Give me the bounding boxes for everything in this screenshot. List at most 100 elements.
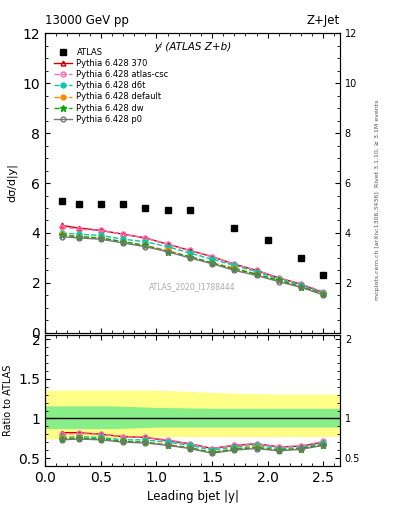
- Pythia 6.428 d6t: [254, 269, 259, 275]
- ATLAS: [321, 272, 326, 279]
- Pythia 6.428 p0: [76, 235, 81, 241]
- Pythia 6.428 dw: [210, 260, 215, 266]
- Pythia 6.428 dw: [76, 233, 81, 240]
- Pythia 6.428 p0: [99, 236, 103, 242]
- Pythia 6.428 370: [143, 235, 148, 241]
- Pythia 6.428 dw: [165, 249, 170, 255]
- X-axis label: Leading bjet |y|: Leading bjet |y|: [147, 490, 239, 503]
- Pythia 6.428 dw: [187, 253, 192, 260]
- Pythia 6.428 d6t: [276, 276, 281, 282]
- Pythia 6.428 atlas-csc: [76, 226, 81, 232]
- ATLAS: [121, 201, 125, 207]
- ATLAS: [232, 225, 237, 231]
- Pythia 6.428 p0: [143, 244, 148, 250]
- Pythia 6.428 dw: [143, 242, 148, 248]
- Text: yʲ (ATLAS Z+b): yʲ (ATLAS Z+b): [154, 42, 231, 52]
- Y-axis label: Ratio to ATLAS: Ratio to ATLAS: [3, 365, 13, 436]
- ATLAS: [59, 198, 64, 204]
- Pythia 6.428 default: [187, 253, 192, 260]
- Pythia 6.428 dw: [121, 239, 125, 245]
- Line: Pythia 6.428 atlas-csc: Pythia 6.428 atlas-csc: [59, 224, 326, 294]
- Pythia 6.428 dw: [276, 278, 281, 284]
- Pythia 6.428 p0: [299, 284, 303, 290]
- Pythia 6.428 370: [99, 227, 103, 233]
- Pythia 6.428 dw: [254, 271, 259, 277]
- Pythia 6.428 atlas-csc: [187, 247, 192, 253]
- Pythia 6.428 p0: [121, 240, 125, 246]
- Pythia 6.428 atlas-csc: [121, 231, 125, 237]
- Pythia 6.428 d6t: [210, 256, 215, 262]
- ATLAS: [143, 205, 148, 211]
- Pythia 6.428 default: [299, 284, 303, 290]
- Pythia 6.428 atlas-csc: [299, 281, 303, 287]
- Pythia 6.428 atlas-csc: [232, 261, 237, 267]
- Line: Pythia 6.428 default: Pythia 6.428 default: [59, 232, 326, 296]
- Pythia 6.428 370: [276, 275, 281, 281]
- Pythia 6.428 d6t: [165, 244, 170, 250]
- Pythia 6.428 370: [76, 225, 81, 231]
- Line: Pythia 6.428 p0: Pythia 6.428 p0: [59, 234, 326, 297]
- Y-axis label: dσ/d|y|: dσ/d|y|: [7, 164, 17, 202]
- Pythia 6.428 dw: [232, 266, 237, 272]
- Pythia 6.428 370: [121, 231, 125, 237]
- Pythia 6.428 d6t: [299, 282, 303, 288]
- Pythia 6.428 p0: [276, 279, 281, 285]
- Pythia 6.428 default: [210, 260, 215, 266]
- Pythia 6.428 atlas-csc: [321, 289, 326, 295]
- ATLAS: [99, 201, 103, 207]
- Pythia 6.428 d6t: [59, 230, 64, 236]
- Pythia 6.428 p0: [210, 261, 215, 267]
- Pythia 6.428 p0: [59, 233, 64, 240]
- Pythia 6.428 370: [187, 247, 192, 253]
- Pythia 6.428 d6t: [76, 231, 81, 237]
- Pythia 6.428 d6t: [99, 232, 103, 239]
- ATLAS: [299, 255, 303, 261]
- Pythia 6.428 default: [276, 278, 281, 284]
- Pythia 6.428 atlas-csc: [210, 253, 215, 260]
- Text: Z+Jet: Z+Jet: [307, 14, 340, 27]
- Pythia 6.428 d6t: [321, 290, 326, 296]
- ATLAS: [76, 201, 81, 207]
- Text: ATLAS_2020_I1788444: ATLAS_2020_I1788444: [149, 282, 236, 291]
- ATLAS: [165, 207, 170, 214]
- Pythia 6.428 p0: [254, 272, 259, 279]
- ATLAS: [265, 238, 270, 244]
- Pythia 6.428 p0: [321, 292, 326, 298]
- Text: Rivet 3.1.10, ≥ 3.1M events: Rivet 3.1.10, ≥ 3.1M events: [375, 100, 380, 187]
- Pythia 6.428 atlas-csc: [59, 224, 64, 230]
- Pythia 6.428 default: [254, 271, 259, 277]
- Legend: ATLAS, Pythia 6.428 370, Pythia 6.428 atlas-csc, Pythia 6.428 d6t, Pythia 6.428 : ATLAS, Pythia 6.428 370, Pythia 6.428 at…: [52, 47, 171, 125]
- Line: Pythia 6.428 dw: Pythia 6.428 dw: [59, 232, 326, 297]
- Pythia 6.428 default: [143, 242, 148, 248]
- Line: Pythia 6.428 d6t: Pythia 6.428 d6t: [59, 230, 326, 295]
- Pythia 6.428 370: [232, 261, 237, 267]
- Pythia 6.428 default: [321, 291, 326, 297]
- Pythia 6.428 d6t: [232, 262, 237, 268]
- Text: 13000 GeV pp: 13000 GeV pp: [45, 14, 129, 27]
- Pythia 6.428 370: [254, 267, 259, 273]
- Pythia 6.428 370: [321, 290, 326, 296]
- Pythia 6.428 370: [59, 222, 64, 228]
- Pythia 6.428 370: [210, 253, 215, 260]
- Pythia 6.428 370: [299, 281, 303, 287]
- Pythia 6.428 default: [121, 239, 125, 245]
- Pythia 6.428 atlas-csc: [143, 235, 148, 241]
- Pythia 6.428 default: [76, 233, 81, 240]
- Pythia 6.428 dw: [299, 284, 303, 290]
- Pythia 6.428 atlas-csc: [165, 241, 170, 247]
- Pythia 6.428 default: [99, 235, 103, 241]
- Pythia 6.428 atlas-csc: [254, 267, 259, 273]
- Pythia 6.428 dw: [99, 235, 103, 241]
- Pythia 6.428 atlas-csc: [276, 275, 281, 281]
- Pythia 6.428 p0: [232, 267, 237, 273]
- Pythia 6.428 dw: [59, 232, 64, 239]
- ATLAS: [187, 207, 192, 214]
- Pythia 6.428 default: [59, 231, 64, 237]
- Pythia 6.428 dw: [321, 291, 326, 297]
- Pythia 6.428 default: [165, 247, 170, 253]
- Pythia 6.428 370: [165, 241, 170, 247]
- Text: mcplots.cern.ch [arXiv:1306.3436]: mcplots.cern.ch [arXiv:1306.3436]: [375, 191, 380, 300]
- Pythia 6.428 p0: [187, 255, 192, 261]
- Pythia 6.428 atlas-csc: [99, 227, 103, 233]
- Pythia 6.428 p0: [165, 249, 170, 255]
